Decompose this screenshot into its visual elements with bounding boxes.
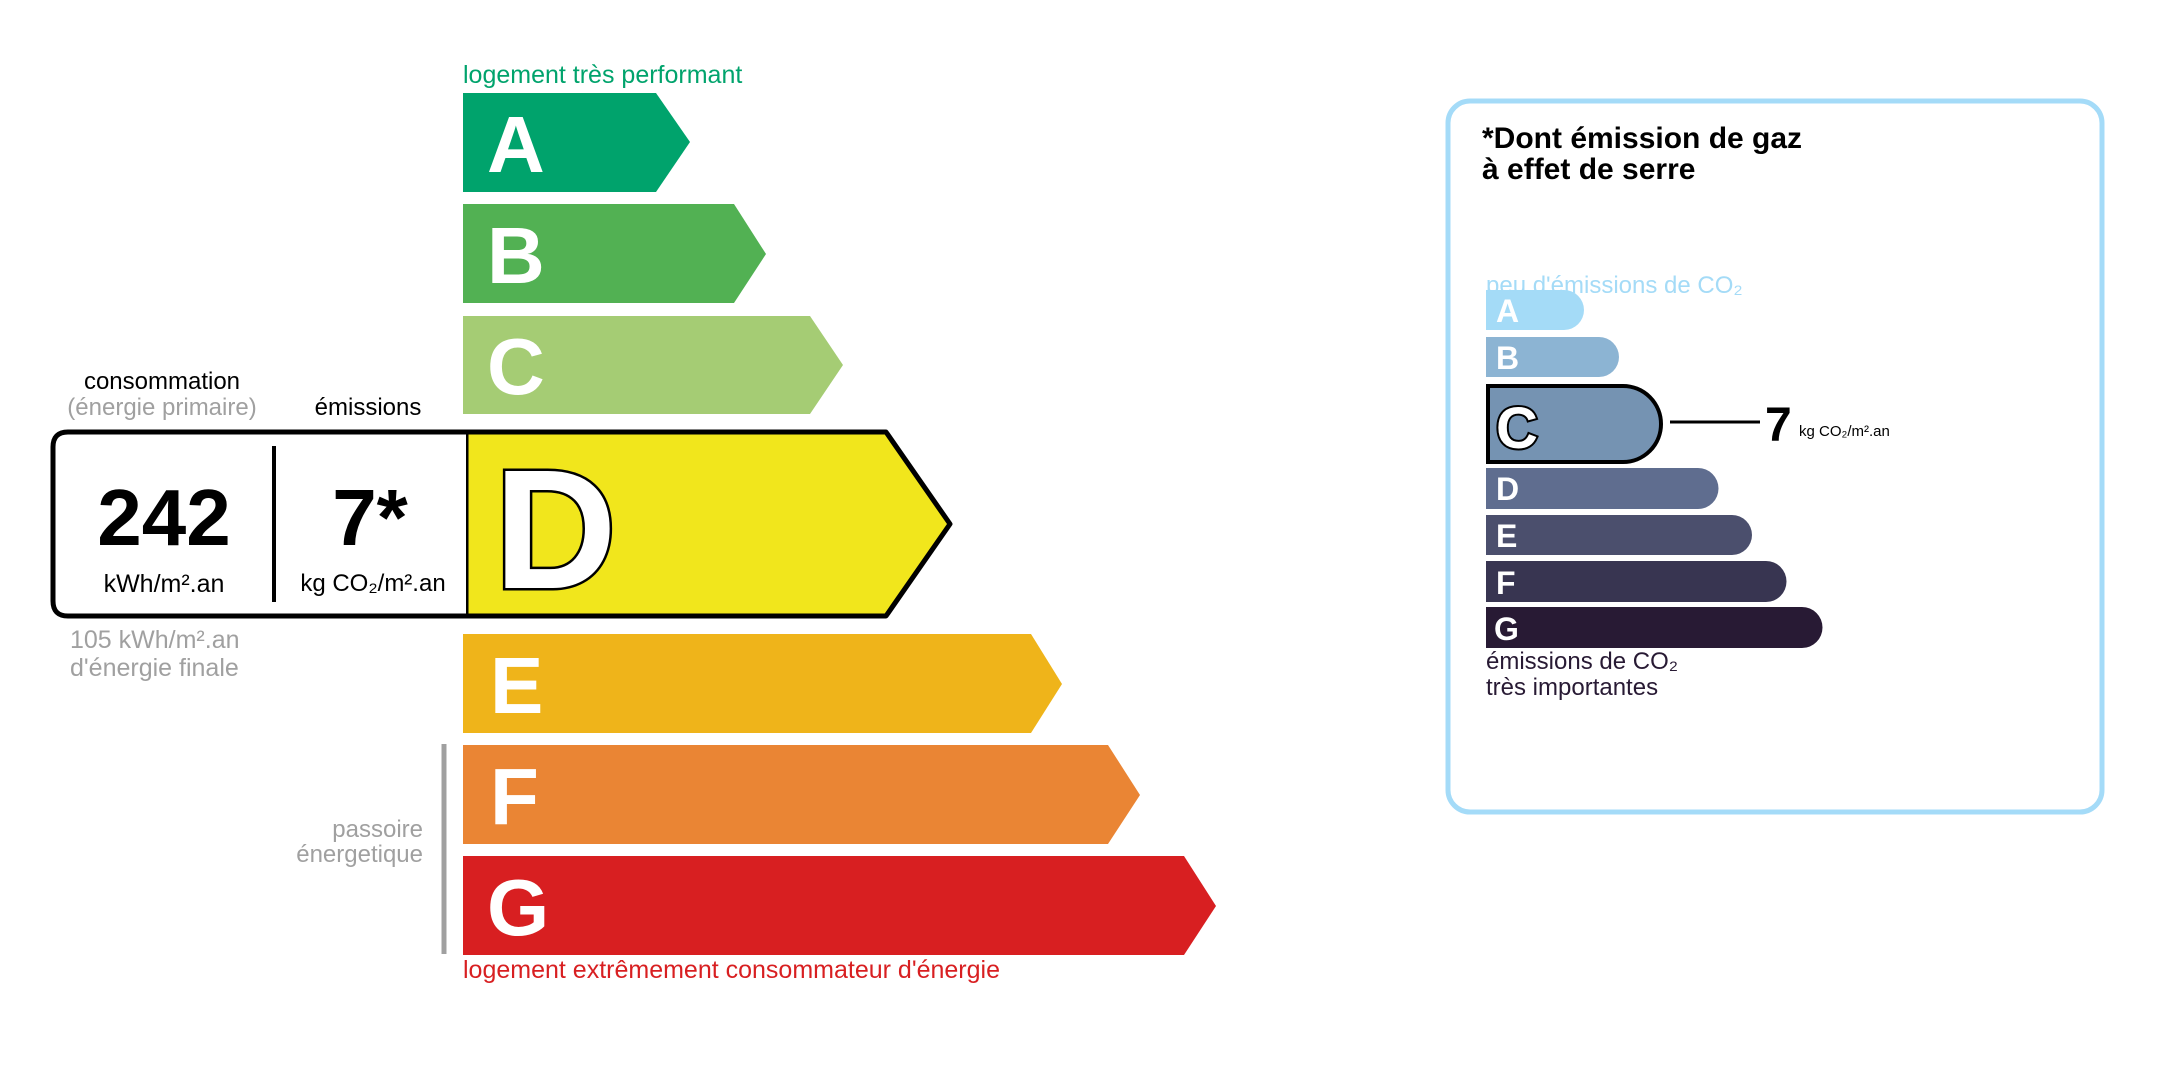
energy-letter-g: G — [487, 863, 549, 952]
energy-bottom-label: logement extrêmement consommateur d'éner… — [463, 956, 1000, 984]
ghg-letter-c: C — [1496, 396, 1538, 461]
ghg-bottom-label-2: très importantes — [1486, 674, 1659, 701]
ghg-letter-f: F — [1496, 565, 1516, 601]
energy-bar-b: B — [463, 204, 766, 303]
ghg-title-line-2: à effet de serre — [1482, 153, 1696, 186]
ghg-letter-b: B — [1496, 340, 1519, 376]
ghg-bar-d: D — [1486, 468, 1719, 509]
ghg-value: 7 — [1765, 399, 1792, 452]
ghg-letter-d: D — [1496, 471, 1519, 507]
energy-bar-c: C — [463, 316, 843, 414]
energy-letter-c: C — [487, 322, 545, 411]
consumption-value: 242 — [97, 473, 231, 562]
ghg-unit: kg CO₂/m².an — [1799, 423, 1890, 440]
emissions-unit: kg CO₂/m².an — [300, 570, 446, 597]
ghg-bottom-label-1: émissions de CO₂ — [1486, 648, 1679, 675]
energy-bar-a: A — [463, 93, 690, 192]
energy-bar-g: G — [463, 856, 1216, 955]
energy-bar-e: E — [463, 634, 1062, 733]
ghg-bar-g: G — [1486, 607, 1823, 648]
ghg-bar-b: B — [1486, 337, 1619, 377]
final-energy-label: d'énergie finale — [70, 654, 239, 682]
ghg-title-line-1: *Dont émission de gaz — [1482, 122, 1803, 155]
ghg-top-label: peu d'émissions de CO₂ — [1486, 272, 1743, 299]
consumption-unit: kWh/m².an — [103, 570, 225, 598]
energy-bar-f: F — [463, 745, 1140, 844]
consumption-label: consommation — [83, 368, 241, 395]
ghg-bar-e: E — [1486, 515, 1752, 555]
final-energy-value: 105 kWh/m².an — [70, 626, 240, 654]
energy-letter-f: F — [490, 752, 539, 841]
ghg-bar-f: F — [1486, 561, 1787, 602]
energy-letter-d: D — [494, 435, 617, 625]
ghg-bar-c-current: C — [1486, 384, 1760, 464]
energy-letter-e: E — [490, 641, 543, 730]
energy-top-label: logement très performant — [463, 61, 743, 89]
ghg-bar-a: A — [1486, 290, 1584, 330]
passoire-label-1: passoire — [332, 816, 423, 843]
consumption-sublabel: (énergie primaire) — [67, 394, 257, 421]
ghg-letter-g: G — [1494, 611, 1519, 647]
emissions-label: émissions — [314, 394, 422, 421]
energy-letter-b: B — [487, 211, 545, 300]
energy-letter-a: A — [487, 100, 545, 189]
ghg-letter-a: A — [1496, 293, 1519, 329]
emissions-value: 7* — [332, 473, 408, 562]
ghg-letter-e: E — [1496, 518, 1517, 554]
energy-bar-d-current: D — [50, 429, 953, 628]
passoire-label-2: énergetique — [296, 841, 423, 868]
